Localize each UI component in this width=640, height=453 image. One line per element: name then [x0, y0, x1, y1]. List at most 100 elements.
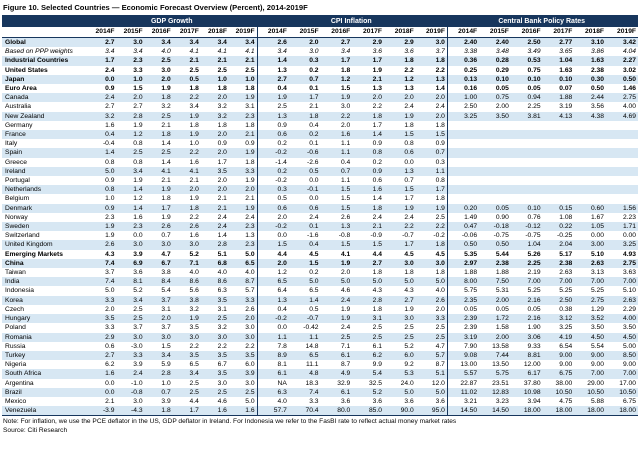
gdp-value: 3.0	[172, 240, 201, 250]
gdp-value: 2.8	[144, 369, 173, 379]
cbr-value	[510, 185, 543, 195]
cpi-value: 0.6	[372, 177, 382, 185]
year-header: 2015F	[288, 27, 321, 38]
cpi-value: 3.0	[340, 103, 351, 111]
cbr-value: 3.23	[495, 397, 509, 405]
gdp-value: 2.2	[189, 342, 199, 350]
gdp-value: 3.0	[200, 332, 229, 342]
cpi-value: 95.0	[415, 406, 448, 416]
gdp-value: 1.7	[144, 203, 173, 213]
gdp-value: 2.5	[200, 387, 229, 397]
year-header-row: 2014F 2015F 2016F 2017F 2018F 2019F 2014F 2015F…	[2, 27, 638, 38]
cbr-value: 9.00	[542, 350, 575, 361]
cbr-value: 7.00	[574, 369, 606, 379]
cpi-value: 8.9	[256, 350, 289, 361]
cbr-value	[606, 148, 638, 158]
gdp-value: 3.1	[245, 103, 255, 111]
cbr-value: 5.25	[559, 287, 573, 295]
gdp-value: 0.8	[133, 158, 143, 166]
cpi-value: -1.4	[256, 157, 289, 167]
cpi-value: 2.5	[383, 332, 416, 342]
cpi-value: 9.2	[404, 361, 414, 369]
cbr-value: 0.10	[510, 203, 543, 213]
cbr-value	[446, 157, 480, 167]
gdp-value: 1.6	[189, 158, 199, 166]
cbr-value: 10.50	[574, 387, 606, 397]
cpi-value: 1.8	[352, 111, 384, 121]
year-header: 2017F	[172, 27, 201, 38]
cbr-value: 10.50	[542, 387, 575, 397]
gdp-value: 1.8	[144, 93, 173, 103]
table-row: Global 2.7 3.0 3.4 3.4 3.4 3.4 2.6 2.0 2.7 2.9 2.9 3…	[2, 37, 638, 48]
cbr-value: 1.90	[527, 324, 541, 332]
cpi-value: 90.0	[383, 406, 416, 416]
country-name: Czech	[5, 305, 24, 313]
country-name: Based on PPP weights	[5, 48, 73, 56]
cbr-value: 0.10	[479, 74, 511, 85]
cbr-value	[543, 194, 575, 203]
cbr-value: 0.00	[590, 232, 604, 240]
cpi-value: 2.2	[320, 111, 353, 121]
cbr-value	[446, 130, 480, 140]
cbr-value: 9.00	[559, 361, 573, 369]
gdp-value: 1.4	[161, 158, 171, 166]
cpi-value: 0.5	[288, 166, 321, 177]
cbr-value: 8.50	[606, 350, 638, 361]
cpi-value: 5.2	[404, 342, 414, 350]
cpi-value: 6.1	[372, 342, 382, 350]
gdp-value: 0.7	[144, 387, 173, 397]
cpi-value: 1.1	[256, 332, 289, 342]
cbr-value: 7.00	[606, 277, 638, 287]
cpi-value: 1.4	[372, 195, 382, 203]
cpi-value: 1.3	[415, 74, 448, 85]
cpi-value: 3.6	[372, 48, 382, 56]
gdp-value: 3.3	[88, 295, 117, 305]
year-header: 2017F	[542, 27, 575, 38]
cpi-value: 2.5	[404, 324, 414, 332]
cpi-value: 1.7	[383, 240, 416, 250]
cpi-value: -2.6	[307, 158, 319, 166]
cpi-value: -0.1	[288, 185, 321, 195]
cpi-value: 5.1	[415, 369, 448, 379]
gdp-value: 1.2	[116, 130, 145, 140]
cbr-value: 5.31	[495, 287, 509, 295]
gdp-value: 0.5	[172, 74, 201, 85]
gdp-value: 8.7	[228, 277, 258, 287]
cbr-value: 0.05	[527, 85, 541, 93]
cpi-value: 3.0	[415, 258, 448, 269]
table-row: Nigeria 6.2 3.9 5.9 6.5 6.7 6.0 8.1 11.1 8.7 9.9 9.…	[2, 360, 638, 370]
cpi-value: 2.1	[352, 74, 384, 85]
cpi-value: 1.3	[320, 222, 353, 232]
cbr-value: 9.33	[527, 342, 541, 350]
cbr-value: 1.04	[542, 56, 575, 66]
cpi-value: 5.0	[288, 277, 321, 287]
cbr-value	[446, 194, 480, 204]
cpi-value: 7.4	[288, 387, 321, 397]
cbr-value: 0.10	[510, 74, 543, 85]
cpi-value: 4.0	[435, 287, 445, 295]
cpi-value: 3.6	[404, 397, 414, 405]
gdp-value: 2.1	[200, 56, 229, 66]
gdp-value: 0.9	[105, 177, 115, 185]
cpi-value: 0.5	[309, 305, 319, 313]
gdp-value: -1.0	[131, 379, 143, 387]
cbr-value: 3.52	[574, 314, 606, 324]
gdp-value: 4.0	[189, 269, 199, 277]
cbr-value	[543, 176, 575, 185]
cpi-value: 4.7	[435, 342, 445, 350]
cpi-value: 0.8	[352, 148, 384, 158]
cpi-value: 0.2	[256, 139, 289, 149]
cpi-value: 2.0	[288, 37, 321, 48]
gdp-value: 5.9	[161, 361, 171, 369]
table-row: France 0.4 1.2 1.8 1.9 2.0 2.1 0.6 0.2 1.6 1.4 1.5 1…	[2, 130, 638, 140]
gdp-value: 1.4	[161, 140, 171, 148]
cpi-value: 5.0	[415, 387, 448, 397]
country-name: Spain	[2, 148, 89, 158]
gdp-value: 1.0	[105, 195, 115, 203]
gdp-value: 1.8	[217, 121, 227, 129]
gdp-value: 3.0	[116, 332, 145, 342]
cpi-value: 4.5	[435, 250, 445, 258]
cbr-value	[606, 176, 638, 185]
cbr-value	[511, 121, 543, 130]
cpi-value: 2.6	[415, 295, 448, 305]
